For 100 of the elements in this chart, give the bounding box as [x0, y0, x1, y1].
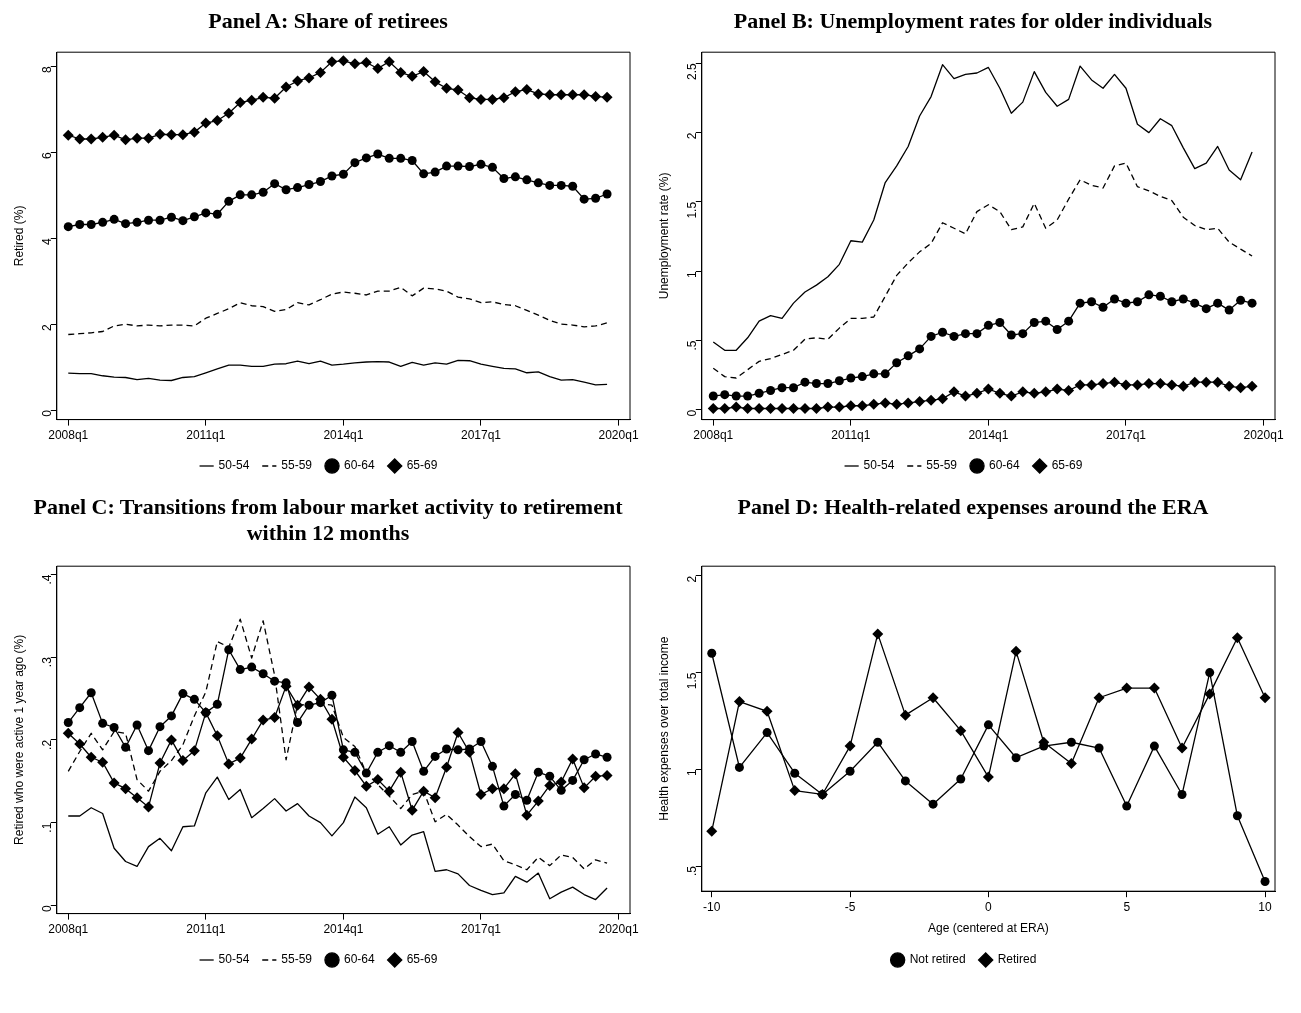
x-tick-label: 2014q1	[323, 922, 364, 937]
point	[395, 66, 407, 78]
point	[247, 190, 257, 200]
point	[62, 129, 74, 141]
x-tick-label: 2020q1	[598, 922, 639, 937]
point	[201, 208, 211, 218]
legend-label: 50-54	[218, 952, 250, 967]
point	[327, 171, 337, 181]
point	[373, 149, 383, 159]
point	[418, 66, 430, 78]
point	[258, 187, 268, 197]
point	[578, 89, 590, 101]
point	[63, 222, 73, 232]
y-tick-label: 0	[40, 409, 55, 417]
point	[590, 90, 602, 102]
point	[465, 162, 474, 171]
x-tick-label: 10	[1258, 899, 1273, 914]
point	[326, 56, 338, 68]
x-tick-label: 2020q1	[1243, 428, 1284, 443]
point	[86, 220, 96, 230]
point	[108, 129, 120, 141]
point	[441, 82, 453, 94]
point	[475, 93, 487, 105]
point	[188, 126, 200, 138]
x-tick-label: 2011q1	[186, 922, 226, 937]
point	[224, 196, 234, 206]
point	[476, 159, 486, 169]
point	[579, 194, 589, 204]
y-tick-label: .2	[40, 739, 55, 750]
point	[360, 57, 372, 69]
point	[568, 181, 578, 191]
x-tick-label: 2014q1	[968, 428, 1009, 443]
x-tick-label: 2017q1	[1105, 428, 1147, 443]
x-tick-label: 2011q1	[831, 428, 871, 443]
point	[350, 158, 360, 168]
point	[442, 161, 452, 171]
point	[131, 132, 143, 144]
legend-label: 55-59	[926, 458, 958, 473]
y-tick-label: 8	[40, 66, 55, 74]
point	[212, 209, 222, 219]
point	[544, 89, 556, 101]
point	[144, 215, 154, 225]
point	[281, 185, 291, 195]
y-tick-label: 2	[685, 575, 700, 583]
point	[314, 66, 326, 78]
x-tick-label: -5	[844, 899, 856, 914]
point	[430, 167, 440, 177]
point	[545, 180, 555, 190]
point	[74, 133, 86, 145]
y-axis-title: Retired who were active 1 year ago (%)	[11, 634, 26, 845]
point	[499, 174, 509, 184]
x-axis-title: Age (centered at ERA)	[928, 921, 1049, 936]
legend-label: 55-59	[281, 952, 313, 967]
point	[246, 94, 258, 106]
legend-label: 50-54	[863, 458, 895, 473]
point	[165, 129, 177, 141]
chart-title: Panel D: Health-related expenses around the ERA	[736, 494, 1210, 521]
x-tick-label: -10	[703, 899, 721, 914]
x-tick-label: 2017q1	[460, 428, 502, 443]
point	[200, 117, 212, 129]
point	[591, 193, 601, 203]
point	[211, 115, 223, 127]
legend-label: 65-69	[406, 458, 438, 473]
point	[602, 189, 612, 199]
point	[97, 131, 109, 143]
point	[452, 84, 464, 96]
point	[419, 169, 429, 179]
y-tick-label: .1	[40, 822, 55, 833]
point	[315, 177, 325, 187]
point	[293, 183, 303, 193]
point	[533, 178, 543, 188]
y-tick-label: .5	[685, 340, 700, 351]
point	[269, 92, 281, 104]
legend-label: 60-64	[344, 952, 376, 967]
point	[303, 72, 315, 84]
point	[498, 92, 510, 104]
point	[532, 88, 544, 100]
chart-title: Panel B: Unemployment rates for older individuals	[732, 8, 1214, 35]
point	[280, 81, 292, 93]
point	[601, 91, 613, 103]
y-tick-label: 1	[685, 769, 700, 777]
point	[143, 132, 155, 144]
chart-title: Panel A: Share of retirees	[207, 8, 449, 35]
point	[349, 58, 361, 70]
y-tick-label: 0	[685, 409, 700, 417]
point	[223, 107, 235, 119]
point	[292, 75, 304, 87]
point	[109, 214, 119, 224]
point	[132, 217, 142, 227]
legend-label: 60-64	[344, 458, 376, 473]
y-tick-label: .4	[40, 574, 55, 585]
x-tick-label: 2008q1	[48, 428, 89, 443]
point	[155, 215, 165, 225]
legend-label: 50-54	[218, 458, 250, 473]
point	[396, 153, 406, 163]
y-tick-label: 2	[685, 132, 700, 140]
point	[234, 96, 246, 108]
point	[178, 216, 188, 226]
point	[372, 63, 384, 75]
point	[120, 134, 132, 146]
